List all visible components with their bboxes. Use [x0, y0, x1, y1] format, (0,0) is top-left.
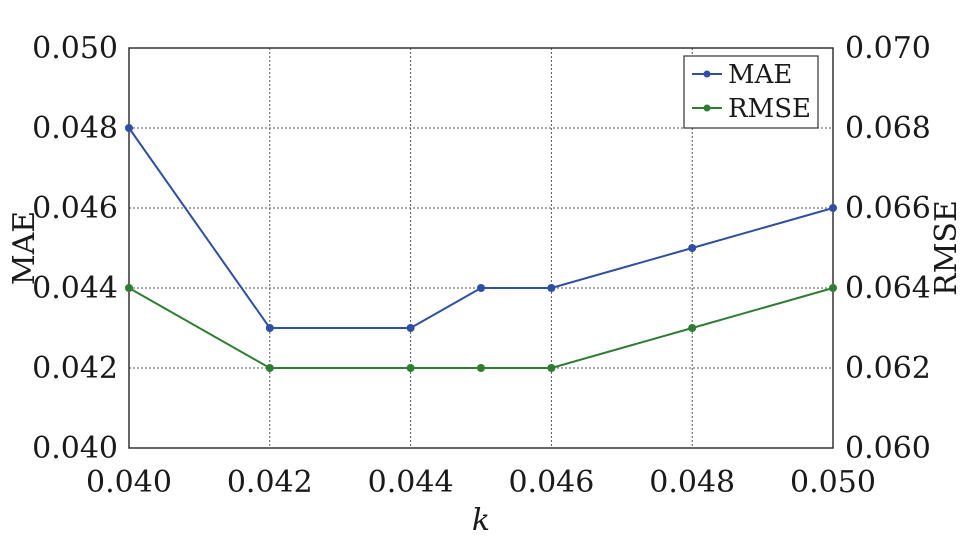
y-left-tick-label: 0.042 — [32, 351, 118, 386]
mae-point — [547, 284, 556, 292]
rmse-point — [406, 364, 415, 372]
mae-series-line — [128, 127, 834, 329]
y-right-tick-label: 0.066 — [845, 191, 931, 226]
legend-rmse-marker — [703, 104, 711, 112]
y-left-tick-label: 0.040 — [32, 431, 118, 466]
y-axis-left-label: MAE — [7, 211, 42, 285]
x-tick-label: 0.042 — [227, 465, 313, 500]
mae-point — [125, 124, 133, 132]
mae-point — [406, 324, 415, 332]
y-right-tick-label: 0.064 — [845, 271, 931, 306]
mae-point — [829, 204, 837, 212]
x-tick-label: 0.040 — [86, 465, 172, 500]
rmse-point — [547, 364, 556, 372]
y-axis-right-label: RMSE — [929, 200, 964, 296]
y-left-tick-label: 0.044 — [32, 271, 118, 306]
rmse-point — [265, 364, 274, 372]
x-tick-label: 0.044 — [368, 465, 454, 500]
rmse-point — [125, 284, 133, 292]
y-right-tick-label: 0.068 — [845, 111, 931, 146]
mae-point — [265, 324, 274, 332]
rmse-point — [829, 284, 837, 292]
rmse-series-line — [128, 287, 834, 369]
legend-rmse-label: RMSE — [728, 94, 811, 124]
y-right-tick-label: 0.060 — [845, 431, 931, 466]
legend-mae-label: MAE — [728, 60, 792, 90]
series — [125, 124, 837, 372]
x-axis-label: k — [472, 503, 490, 538]
y-right-tick-label: 0.062 — [845, 351, 931, 386]
rmse-point — [477, 364, 485, 372]
ticks: 0.040 0.042 0.044 0.046 0.048 0.050 0.040 0.042… — [32, 31, 931, 500]
mae-point — [688, 244, 697, 252]
y-left-tick-label: 0.050 — [32, 31, 118, 66]
x-tick-label: 0.050 — [790, 465, 876, 500]
legend-box — [683, 55, 819, 129]
legend-mae-marker — [703, 70, 711, 78]
x-tick-label: 0.046 — [508, 465, 594, 500]
y-right-tick-label: 0.070 — [845, 31, 931, 66]
rmse-point — [688, 324, 697, 332]
x-tick-label: 0.048 — [649, 465, 735, 500]
y-left-tick-label: 0.048 — [32, 111, 118, 146]
y-left-tick-label: 0.046 — [32, 191, 118, 226]
mae-point — [477, 284, 485, 292]
legend: MAE RMSE — [683, 55, 819, 129]
plot-frame — [128, 47, 834, 449]
